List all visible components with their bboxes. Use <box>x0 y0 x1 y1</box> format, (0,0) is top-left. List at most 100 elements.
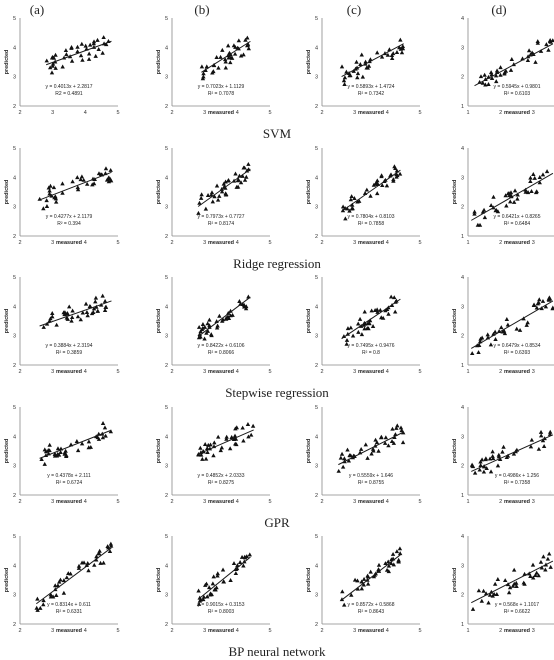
y-tick-label: 2 <box>13 493 16 499</box>
y-tick-label: 3 <box>165 75 168 81</box>
data-point <box>547 431 553 436</box>
data-point <box>103 433 108 438</box>
data-point <box>349 206 354 211</box>
r2-label: R² = 0.394 <box>57 221 81 227</box>
data-point <box>367 321 372 326</box>
y-axis-label: predicted <box>452 180 458 205</box>
data-point <box>544 42 549 47</box>
equation-label: y = 0.5893x + 1.4724 <box>348 84 395 90</box>
equation-label: y = 0.5559x + 1.646 <box>349 473 393 479</box>
data-point <box>69 315 75 320</box>
method-title-stepwise: Stepwise regression <box>225 385 329 400</box>
y-tick-label: 4 <box>461 16 464 22</box>
data-point <box>47 442 52 447</box>
data-point <box>338 455 344 460</box>
data-point <box>91 306 97 311</box>
equation-label: y = 0.8314x + 0.611 <box>47 602 91 608</box>
chart-panel-1-0: 2 3 4 5 2 3 4 5 predicted measured y = 0.4277x + 2… <box>4 146 120 246</box>
x-tick-label: 3 <box>353 628 356 634</box>
data-point <box>508 199 513 204</box>
data-point <box>340 464 346 469</box>
data-point <box>339 451 345 456</box>
data-point <box>215 197 221 202</box>
x-tick-label: 3 <box>532 628 535 634</box>
data-point <box>359 579 364 584</box>
data-point <box>510 583 516 588</box>
data-point <box>207 324 212 329</box>
data-point <box>235 562 240 567</box>
y-axis-label: predicted <box>156 309 162 334</box>
data-point <box>344 341 349 346</box>
data-point <box>76 565 82 570</box>
data-point <box>233 441 238 446</box>
chart-panel-3-3: 12341234predictedmeasuredy = 0.4986x + 1… <box>452 405 554 505</box>
y-tick-label: 5 <box>165 16 168 22</box>
y-tick-label: 3 <box>461 563 464 569</box>
y-axis-label: predicted <box>452 568 458 593</box>
data-point <box>47 191 52 196</box>
data-point <box>355 199 360 204</box>
x-tick-label: 5 <box>268 110 271 116</box>
data-point <box>524 322 529 327</box>
data-point <box>60 181 65 186</box>
data-point <box>359 52 364 57</box>
x-tick-label: 2 <box>320 628 323 634</box>
data-point <box>86 51 92 56</box>
data-point <box>481 588 486 593</box>
data-point <box>500 449 505 454</box>
y-tick-label: 4 <box>13 45 16 51</box>
x-axis-label: measured <box>504 369 530 375</box>
x-tick-label: 5 <box>116 240 119 246</box>
data-point <box>205 445 210 450</box>
data-point <box>237 299 242 304</box>
data-point <box>481 207 487 212</box>
data-point <box>358 446 364 451</box>
data-point <box>205 594 210 599</box>
data-point <box>214 183 220 188</box>
r2-label: R² = 0.6103 <box>504 91 530 97</box>
data-point <box>75 314 81 319</box>
data-point <box>238 53 244 58</box>
data-point <box>96 550 102 555</box>
data-point <box>240 173 245 178</box>
chart-panel-1-1: 2 3 4 5 2 3 4 5 predicted measured y = 0.7973x + 0… <box>156 146 272 246</box>
data-point <box>246 161 251 166</box>
r2-label: R² = 0.7342 <box>358 91 384 97</box>
data-point <box>517 327 523 332</box>
data-point <box>51 185 57 190</box>
x-tick-label: 4 <box>84 369 87 375</box>
x-axis-label: measured <box>208 628 234 634</box>
data-point <box>540 298 546 303</box>
data-point <box>472 209 477 214</box>
data-point <box>355 71 361 76</box>
data-point <box>86 568 91 573</box>
data-point <box>350 202 355 207</box>
data-point <box>367 318 373 323</box>
data-point <box>359 332 365 337</box>
data-point <box>535 40 541 45</box>
data-point <box>364 187 370 192</box>
data-point <box>398 425 404 430</box>
data-point <box>514 583 519 588</box>
y-tick-label: 4 <box>315 45 318 51</box>
y-axis-label: predicted <box>306 309 312 334</box>
data-point <box>243 37 248 42</box>
x-tick-label: 3 <box>532 240 535 246</box>
data-point <box>379 54 385 59</box>
data-point <box>214 585 219 590</box>
data-point <box>94 554 99 559</box>
chart-panel-0-2: 2 3 4 5 2 3 4 5 predicted measured y = 0.5893x + 1… <box>306 16 422 116</box>
data-point <box>340 204 346 209</box>
y-tick-label: 5 <box>315 16 318 22</box>
data-point <box>76 563 82 568</box>
data-point <box>241 165 246 170</box>
trend-line <box>45 40 112 66</box>
y-axis-label: predicted <box>4 50 10 75</box>
x-tick-label: 3 <box>203 499 206 505</box>
y-tick-label: 2 <box>13 104 16 110</box>
trend-line <box>39 429 112 459</box>
y-axis-label: predicted <box>4 309 10 334</box>
data-point <box>342 82 347 86</box>
y-tick-label: 2 <box>165 493 168 499</box>
data-point <box>539 565 545 570</box>
